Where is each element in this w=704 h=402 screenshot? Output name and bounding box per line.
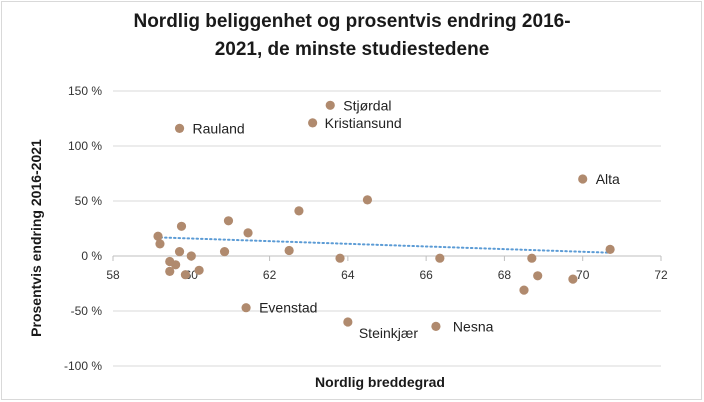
data-point [174,247,185,257]
y-tick-label: -50 % [71,304,103,318]
y-tick-label: 150 % [68,84,102,98]
x-tick-labels: 58 60 62 64 66 68 70 72 [106,268,668,282]
data-point [153,231,163,241]
data-point [527,253,537,263]
point-label: Rauland [193,120,245,136]
point-label: Alta [596,171,620,187]
y-tick-label: 50 % [75,194,103,208]
data-points [153,100,615,331]
point-label: Stjørdal [343,97,391,113]
x-tick-label: 58 [106,268,120,282]
chart-title-line-2: 2021, de minste studiestedene [214,39,490,60]
x-tick-label: 68 [498,268,512,282]
x-tick-label: 72 [654,268,668,282]
chart-title: Nordlig beliggenhet og prosentvis endrin… [0,8,704,64]
data-point [335,253,345,263]
data-point [174,123,185,133]
x-tick-label: 62 [263,268,277,282]
data-point [243,228,253,238]
chart-title-line-1: Nordlig beliggenhet og prosentvis endrin… [133,11,571,32]
data-point [194,265,204,275]
data-point [294,206,304,216]
data-point [284,245,294,256]
point-label: Steinkjær [359,325,418,341]
y-tick-label: 100 % [68,139,102,153]
trendline-group [155,236,612,254]
point-labels: Stjørdal Rauland Kristiansund Alta Evenstad S… [193,97,621,341]
data-point [308,118,318,128]
y-tick-label: -100 % [64,359,102,373]
data-point [343,317,353,327]
data-point [165,266,175,276]
gridlines [112,90,662,367]
data-point [325,100,335,110]
x-tick-label: 64 [341,268,355,282]
y-tick-label: 0 % [81,249,102,263]
data-point [180,270,191,280]
x-tick-label: 66 [419,268,433,282]
data-point [362,195,373,205]
y-axis-title: Prosentvis endring 2016-2021 [28,139,44,337]
data-point [223,216,234,226]
data-point [431,321,441,331]
data-point [241,303,251,313]
trendline [155,236,612,254]
data-point [578,174,588,184]
y-tick-labels: -100 % -50 % 0 % 50 % 100 % 150 % [64,84,102,373]
data-point [435,253,445,263]
data-point [186,251,196,261]
point-label: Evenstad [259,300,317,316]
data-point [171,260,181,270]
data-point [155,239,165,249]
point-label: Kristiansund [325,115,402,131]
x-tick-label: 70 [576,268,590,282]
data-point [219,247,230,257]
data-point [176,221,187,231]
data-point [533,271,543,281]
data-point [568,274,578,284]
data-point [519,285,529,295]
data-point [605,244,615,254]
x-axis-title: Nordlig breddegrad [315,374,445,390]
point-label: Nesna [453,318,494,334]
